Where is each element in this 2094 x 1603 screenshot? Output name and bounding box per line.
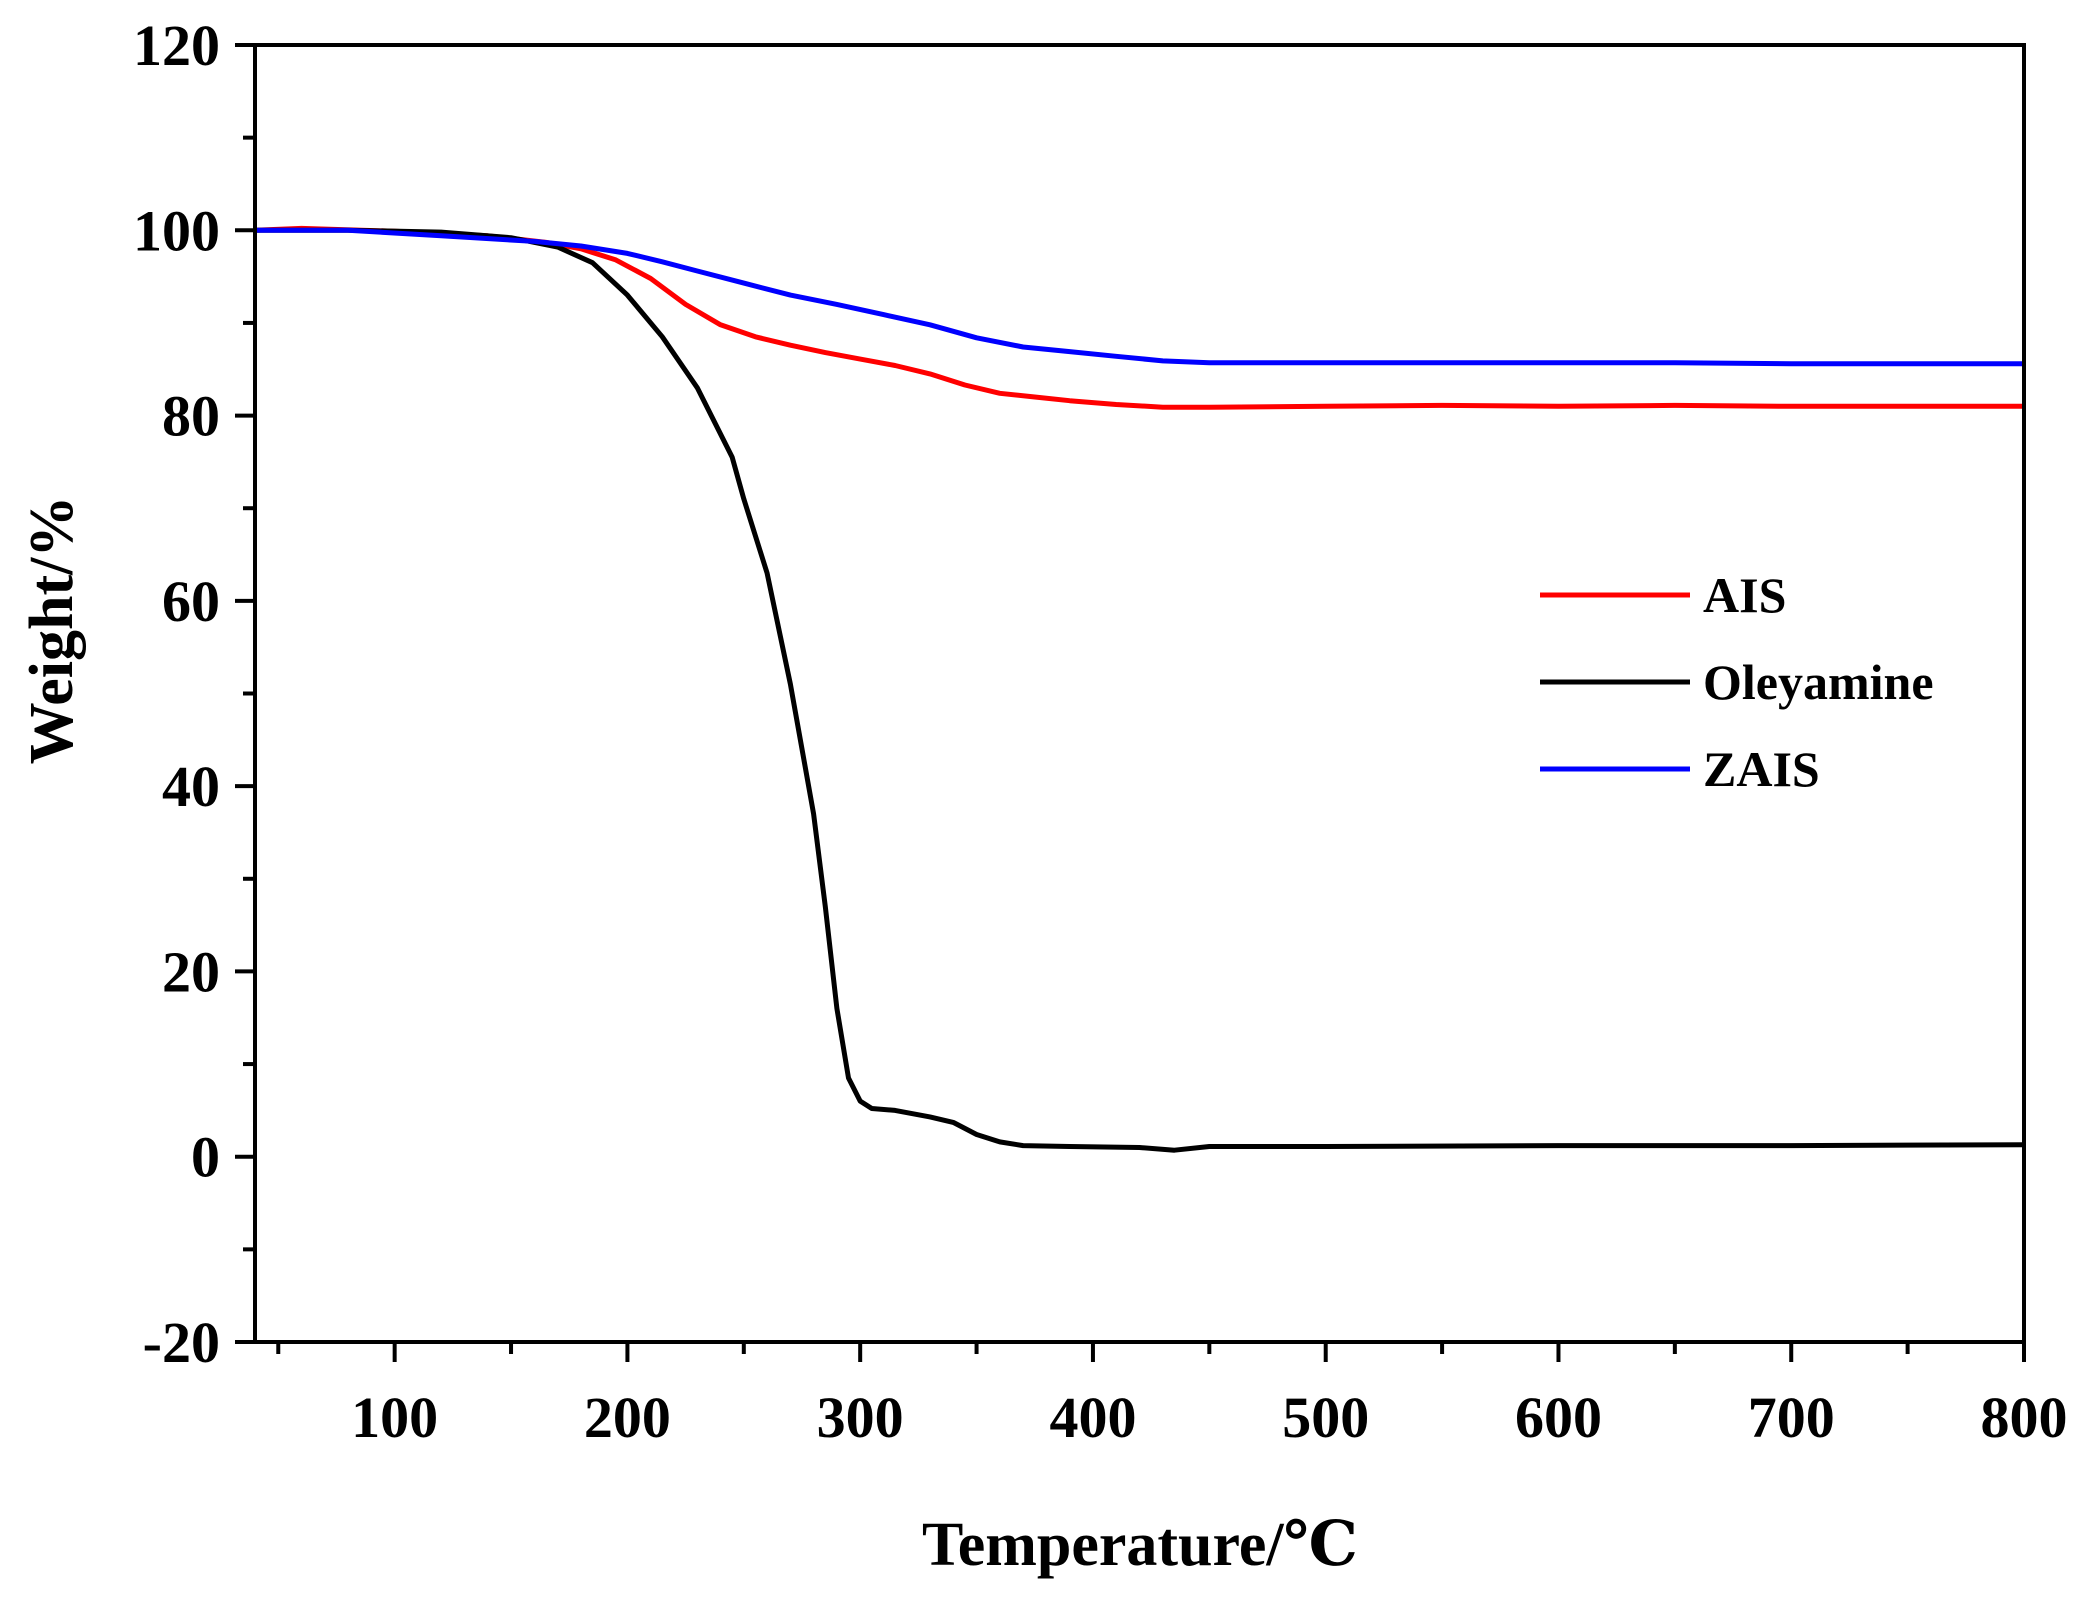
legend: AIS Oleyamine ZAIS — [1540, 567, 1934, 797]
plot-frame — [253, 43, 2026, 1344]
y-tick-label: 0 — [191, 1125, 220, 1190]
x-tick-label: 600 — [1515, 1385, 1602, 1450]
y-axis-title: Weight/% — [18, 496, 86, 765]
x-axis-title: Temperature/℃ — [922, 1511, 1358, 1579]
legend-label-zais: ZAIS — [1703, 741, 1820, 797]
y-tick-label: 120 — [133, 13, 220, 78]
x-tick-label: 500 — [1282, 1385, 1369, 1450]
y-tick-label: 40 — [162, 754, 220, 819]
x-tick-label: 400 — [1049, 1385, 1136, 1450]
x-tick-label: 300 — [817, 1385, 904, 1450]
series-line-zais — [255, 227, 2024, 367]
series-line-ais — [254, 225, 2024, 410]
series-line-oleyamine — [255, 227, 2025, 1153]
series-layer — [254, 225, 2025, 1153]
y-tick-label: 80 — [162, 384, 220, 449]
legend-label-ais: AIS — [1703, 567, 1786, 623]
y-tick-label: 20 — [162, 939, 220, 1004]
x-tick-label: 100 — [351, 1385, 438, 1450]
x-tick-label: 800 — [1981, 1385, 2068, 1450]
tick-labels: 100 200 300 400 500 600 700 800 -20 0 20 40 60 80 100 1… — [133, 13, 2068, 1450]
x-tick-label: 200 — [584, 1385, 671, 1450]
y-tick-label: 60 — [162, 569, 220, 634]
x-tick-label: 700 — [1748, 1385, 1835, 1450]
legend-label-oleyamine: Oleyamine — [1703, 654, 1934, 710]
y-tick-label: -20 — [143, 1310, 220, 1375]
y-tick-label: 100 — [133, 198, 220, 263]
